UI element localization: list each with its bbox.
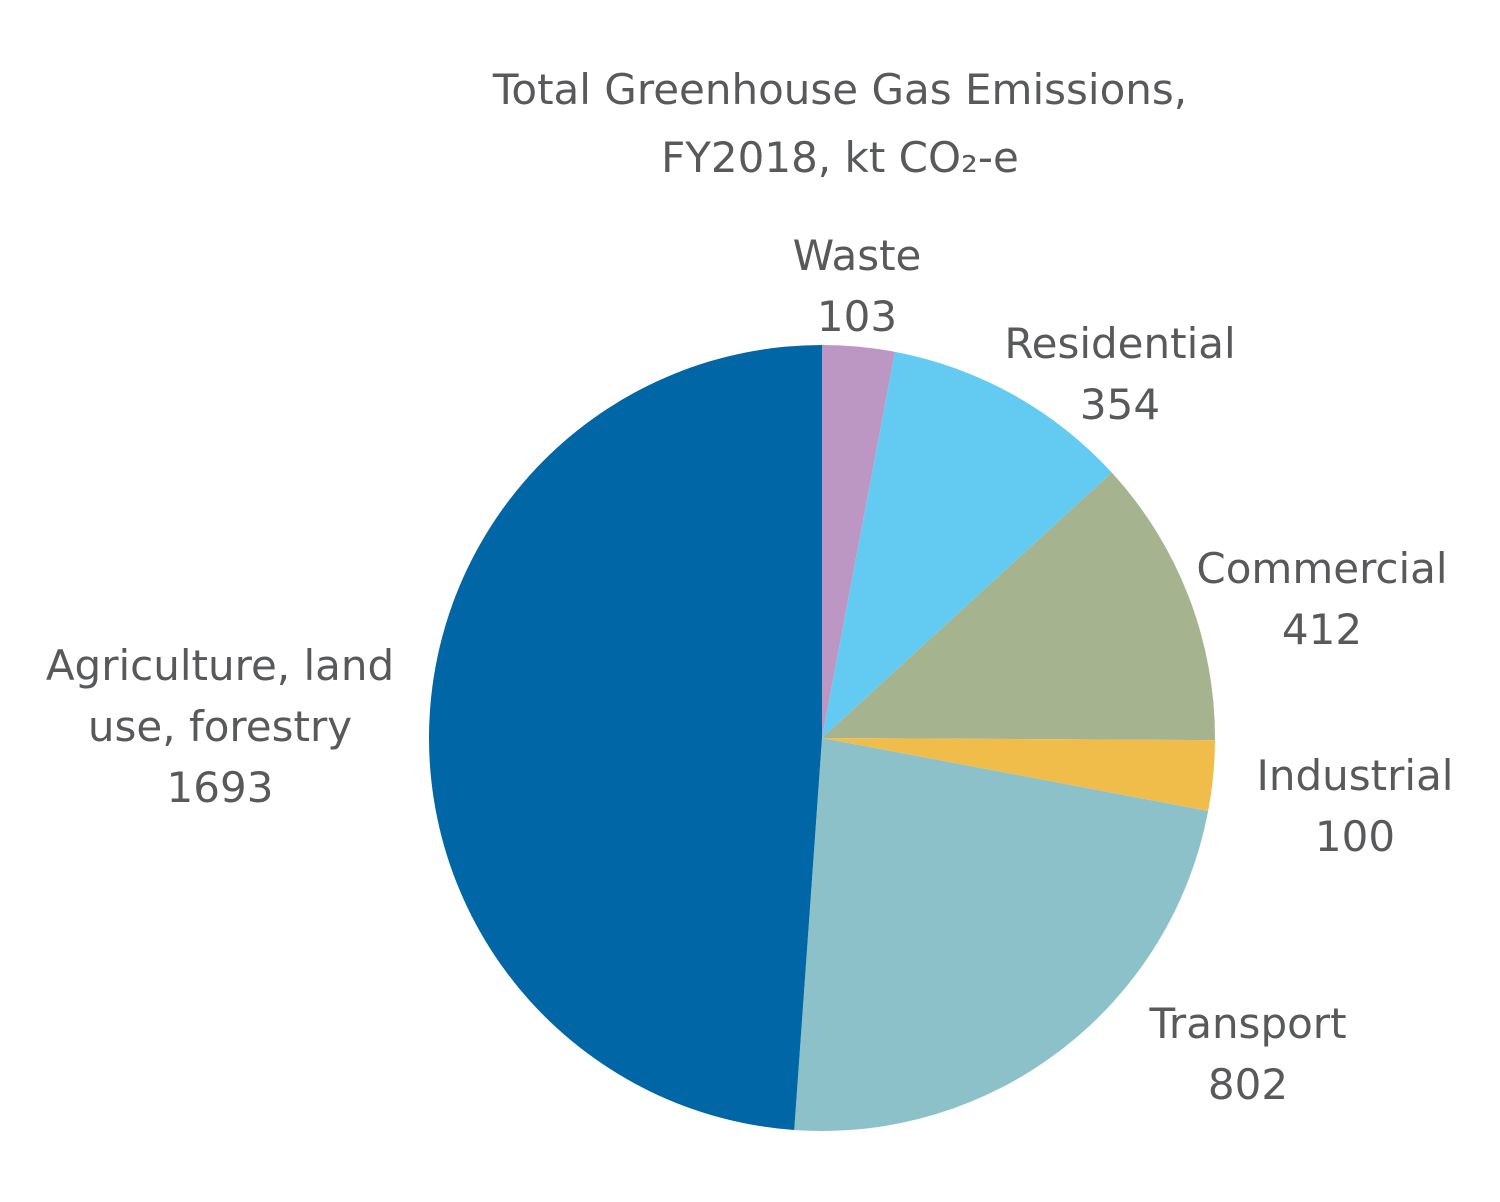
pie-slice [794, 738, 1209, 1131]
category-label: Waste [792, 231, 922, 280]
slice-label: Residential 354 [950, 313, 1290, 435]
chart-title: Total Greenhouse Gas Emissions, [492, 65, 1188, 114]
category-label: Residential [1004, 319, 1236, 368]
pie-slice [429, 345, 822, 1131]
pie-slice [822, 738, 1215, 811]
pie-slice [822, 345, 895, 738]
category-label: Agriculture, land use, forestry [45, 641, 395, 751]
slice-label: Agriculture, land use, forestry 1693 [35, 635, 405, 818]
category-label: Industrial [1256, 751, 1454, 800]
category-label: Commercial [1196, 544, 1448, 593]
slice-label: Waste 103 [707, 225, 1007, 347]
pie-slice [822, 351, 1112, 738]
category-label: Transport [1149, 999, 1347, 1048]
slice-label: Industrial 100 [1195, 745, 1500, 867]
pie-slice [822, 472, 1215, 741]
chart-title: FY2018, kt CO₂-e [661, 133, 1019, 182]
value-label: 802 [1207, 1060, 1289, 1109]
slice-label: Commercial 412 [1152, 538, 1492, 660]
value-label: 100 [1314, 812, 1396, 861]
value-label: 1693 [166, 763, 274, 812]
slice-label: Transport 802 [1088, 993, 1408, 1115]
value-label: 412 [1281, 605, 1363, 654]
value-label: 354 [1079, 380, 1161, 429]
value-label: 103 [816, 292, 898, 341]
